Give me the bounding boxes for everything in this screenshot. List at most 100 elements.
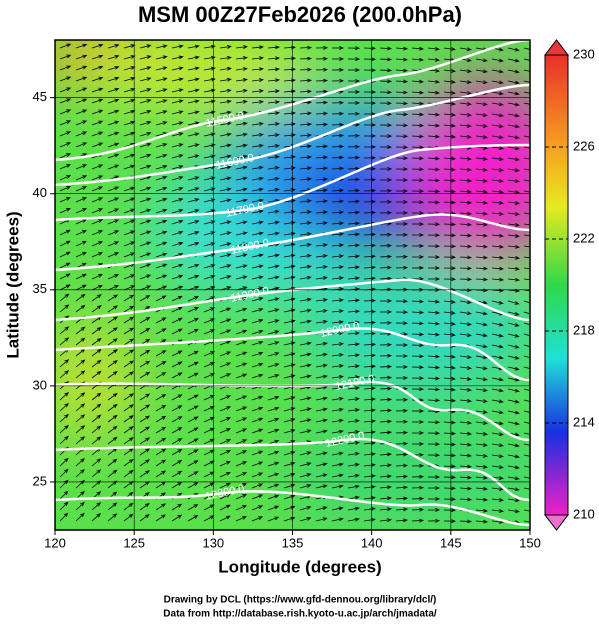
wind-arrow <box>379 265 393 270</box>
wind-arrow <box>219 253 232 258</box>
wind-arrow <box>331 276 344 281</box>
wind-arrow <box>123 44 136 49</box>
wind-arrow <box>299 517 312 522</box>
wind-arrow <box>379 79 393 84</box>
wind-arrow <box>491 277 504 282</box>
wind-arrow <box>459 80 472 84</box>
wind-arrow <box>507 300 520 305</box>
wind-arrow <box>91 359 102 368</box>
wind-arrow <box>507 69 520 74</box>
wind-arrow <box>331 484 344 489</box>
wind-arrow <box>507 80 520 85</box>
wind-arrow <box>203 110 216 115</box>
y-tick-label: 40 <box>33 185 47 200</box>
wind-arrow <box>59 229 71 236</box>
wind-arrow <box>59 490 69 500</box>
wind-arrow <box>411 441 425 446</box>
wind-arrow <box>203 198 216 203</box>
wind-arrow <box>155 274 168 280</box>
wind-arrow <box>411 178 425 183</box>
wind-arrow <box>427 156 441 161</box>
wind-arrow <box>491 102 504 107</box>
colorbar-tick-label: 230 <box>573 46 595 61</box>
wind-arrow <box>59 435 69 445</box>
wind-arrow <box>491 454 504 459</box>
wind-arrow <box>155 361 167 368</box>
wind-arrow <box>491 487 504 491</box>
wind-arrow <box>91 348 102 357</box>
wind-arrow <box>251 472 264 478</box>
wind-arrow <box>75 425 86 434</box>
wind-arrow <box>363 123 377 127</box>
wind-arrow <box>139 208 152 214</box>
wind-arrow <box>59 65 72 71</box>
wind-arrow <box>267 264 280 269</box>
wind-arrow <box>155 470 167 478</box>
wind-arrow <box>139 99 152 104</box>
wind-arrow <box>427 57 440 62</box>
wind-arrow <box>235 88 248 93</box>
wind-arrow <box>139 241 152 247</box>
wind-arrow <box>139 274 152 280</box>
wind-arrow <box>331 46 345 50</box>
wind-arrow <box>251 187 264 192</box>
wind-arrow <box>459 277 473 282</box>
wind-arrow <box>187 285 200 291</box>
wind-arrow <box>187 88 200 93</box>
wind-arrow <box>155 88 168 93</box>
wind-arrow <box>411 123 425 128</box>
wind-arrow <box>251 132 264 137</box>
wind-arrow <box>379 199 393 204</box>
wind-arrow <box>443 134 456 139</box>
wind-arrow <box>331 265 344 270</box>
wind-arrow <box>411 332 425 337</box>
wind-arrow <box>347 298 360 303</box>
wind-arrow <box>155 143 168 148</box>
wind-arrow <box>107 338 118 346</box>
wind-arrow <box>187 460 199 467</box>
wind-arrow <box>347 375 360 380</box>
wind-arrow <box>315 418 328 423</box>
wind-arrow <box>59 120 72 126</box>
wind-arrow <box>443 233 457 238</box>
wind-arrow <box>107 153 120 159</box>
wind-arrow <box>203 416 215 423</box>
wind-arrow <box>491 508 504 513</box>
wind-arrow <box>363 199 377 204</box>
wind-arrow <box>235 56 248 60</box>
wind-arrow <box>75 326 86 335</box>
wind-arrow <box>251 67 264 72</box>
wind-arrow <box>171 503 183 511</box>
wind-arrow <box>203 99 216 104</box>
wind-arrow <box>91 120 104 126</box>
wind-arrow <box>235 395 248 401</box>
wind-arrow <box>363 320 377 325</box>
wind-arrow <box>411 156 425 161</box>
wind-arrow <box>267 396 280 401</box>
wind-arrow <box>155 263 168 269</box>
wind-arrow <box>171 55 184 60</box>
wind-arrow <box>251 297 264 302</box>
wind-arrow <box>427 90 440 95</box>
wind-arrow <box>331 243 344 248</box>
wind-arrow <box>123 513 134 522</box>
wind-arrow <box>251 505 264 511</box>
wind-arrow <box>235 307 248 313</box>
wind-arrow <box>235 154 248 159</box>
wind-arrow <box>267 341 280 346</box>
wind-arrow <box>75 273 87 280</box>
wind-arrow <box>315 78 329 83</box>
wind-arrow <box>251 143 264 148</box>
wind-arrow <box>491 388 504 393</box>
wind-arrow <box>59 468 69 478</box>
wind-arrow <box>235 450 248 456</box>
wind-arrow <box>59 424 69 434</box>
wind-arrow <box>267 330 280 335</box>
wind-arrow <box>75 142 88 148</box>
wind-arrow <box>395 408 409 413</box>
wind-arrow <box>363 430 376 435</box>
wind-arrow <box>171 470 183 478</box>
wind-arrow <box>411 134 425 139</box>
wind-arrow <box>379 452 392 457</box>
wind-arrow <box>507 91 520 96</box>
